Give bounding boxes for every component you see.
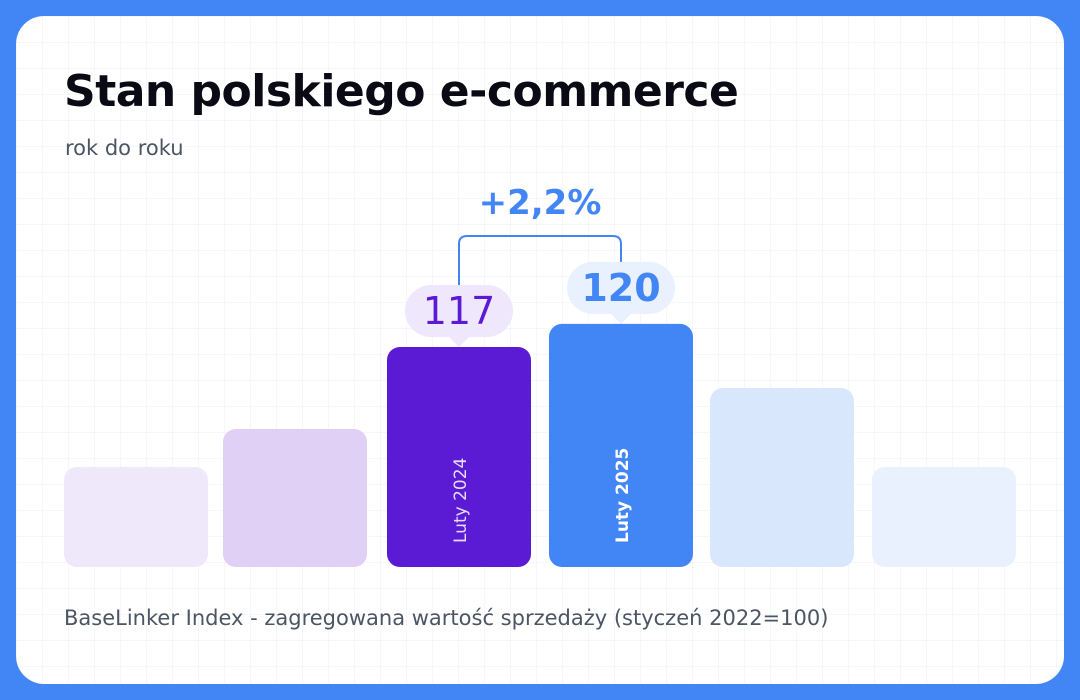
bar-category-label-1: Luty 2024 <box>451 458 471 543</box>
decorative-bar-5 <box>710 388 854 567</box>
value-bubble-pointer-1 <box>448 336 470 347</box>
decorative-bar-2 <box>223 429 367 567</box>
decorative-bar-1 <box>64 467 208 567</box>
change-bracket <box>458 235 622 285</box>
chart-card: Stan polskiego e-commerce rok do roku Lu… <box>16 16 1064 684</box>
bar-category-label-2: Luty 2025 <box>613 448 633 543</box>
bar-chart: Luty 2024 117 Luty 2025 120 +2,2% <box>64 183 1016 567</box>
chart-title: Stan polskiego e-commerce <box>64 66 739 117</box>
bar-1 <box>387 347 531 567</box>
data-label-1: 117 <box>423 289 496 333</box>
change-annotation: +2,2% <box>479 183 602 223</box>
data-label-2: 120 <box>581 266 660 310</box>
chart-footnote: BaseLinker Index - zagregowana wartość s… <box>64 606 829 630</box>
decorative-bar-6 <box>872 467 1016 567</box>
bar-2 <box>549 323 693 567</box>
chart-subtitle: rok do roku <box>65 136 184 160</box>
value-bubble-pointer-2 <box>610 312 632 324</box>
value-bubble-2 <box>567 261 675 314</box>
value-bubble-1 <box>405 285 513 337</box>
